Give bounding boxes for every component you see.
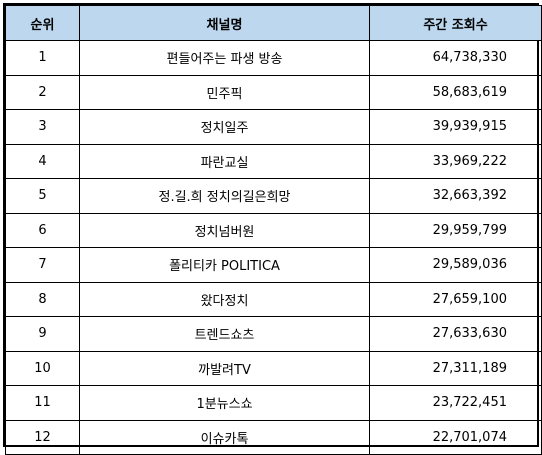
rank-cell: 6 xyxy=(5,212,80,248)
rank-cell: 10 xyxy=(5,350,80,386)
views-cell: 23,722,451 xyxy=(369,385,542,421)
views-cell: 27,633,630 xyxy=(369,316,542,352)
channel-ranking-table: 순위 채널명 주간 조회수 1 편들어주는 파생 방송 64,738,330 2… xyxy=(5,5,542,455)
table-row: 6 정치넘버원 29,959,799 xyxy=(5,212,542,248)
table-row: 4 파란교실 33,969,222 xyxy=(5,143,542,179)
views-cell: 27,311,189 xyxy=(369,350,542,386)
channel-cell: 정.길.희 정치의길은희망 xyxy=(79,178,370,214)
header-row: 순위 채널명 주간 조회수 xyxy=(5,5,542,41)
channel-cell: 민주픽 xyxy=(79,74,370,110)
rank-cell: 4 xyxy=(5,143,80,179)
table-row: 1 편들어주는 파생 방송 64,738,330 xyxy=(5,40,542,76)
rank-cell: 7 xyxy=(5,247,80,283)
channel-cell: 정치일주 xyxy=(79,109,370,145)
channel-cell: 왔다정치 xyxy=(79,281,370,317)
channel-cell: 까발려TV xyxy=(79,350,370,386)
channel-cell: 1분뉴스쇼 xyxy=(79,385,370,421)
views-cell: 39,939,915 xyxy=(369,109,542,145)
table-row: 5 정.길.희 정치의길은희망 32,663,392 xyxy=(5,178,542,214)
channel-cell: 정치넘버원 xyxy=(79,212,370,248)
ranking-table-container: 순위 채널명 주간 조회수 1 편들어주는 파생 방송 64,738,330 2… xyxy=(3,3,542,455)
views-cell: 32,663,392 xyxy=(369,178,542,214)
rank-cell: 8 xyxy=(5,281,80,317)
views-cell: 29,959,799 xyxy=(369,212,542,248)
rank-cell: 3 xyxy=(5,109,80,145)
rank-cell: 11 xyxy=(5,385,80,421)
header-rank: 순위 xyxy=(5,5,80,41)
rank-cell: 9 xyxy=(5,316,80,352)
channel-cell: 폴리티카 POLITICA xyxy=(79,247,370,283)
views-cell: 22,701,074 xyxy=(369,419,542,455)
channel-cell: 파란교실 xyxy=(79,143,370,179)
table-row: 2 민주픽 58,683,619 xyxy=(5,74,542,110)
table-row: 3 정치일주 39,939,915 xyxy=(5,109,542,145)
views-cell: 64,738,330 xyxy=(369,40,542,76)
table-row: 10 까발려TV 27,311,189 xyxy=(5,350,542,386)
rank-cell: 12 xyxy=(5,419,80,455)
table-row: 8 왔다정치 27,659,100 xyxy=(5,281,542,317)
views-cell: 58,683,619 xyxy=(369,74,542,110)
channel-cell: 이슈카톡 xyxy=(79,419,370,455)
views-cell: 33,969,222 xyxy=(369,143,542,179)
table-row: 7 폴리티카 POLITICA 29,589,036 xyxy=(5,247,542,283)
rank-cell: 5 xyxy=(5,178,80,214)
table-row: 12 이슈카톡 22,701,074 xyxy=(5,419,542,455)
rank-cell: 1 xyxy=(5,40,80,76)
views-cell: 27,659,100 xyxy=(369,281,542,317)
channel-cell: 트렌드쇼츠 xyxy=(79,316,370,352)
header-channel: 채널명 xyxy=(79,5,370,41)
table-row: 11 1분뉴스쇼 23,722,451 xyxy=(5,385,542,421)
header-views: 주간 조회수 xyxy=(369,5,542,41)
table-row: 9 트렌드쇼츠 27,633,630 xyxy=(5,316,542,352)
views-cell: 29,589,036 xyxy=(369,247,542,283)
rank-cell: 2 xyxy=(5,74,80,110)
channel-cell: 편들어주는 파생 방송 xyxy=(79,40,370,76)
